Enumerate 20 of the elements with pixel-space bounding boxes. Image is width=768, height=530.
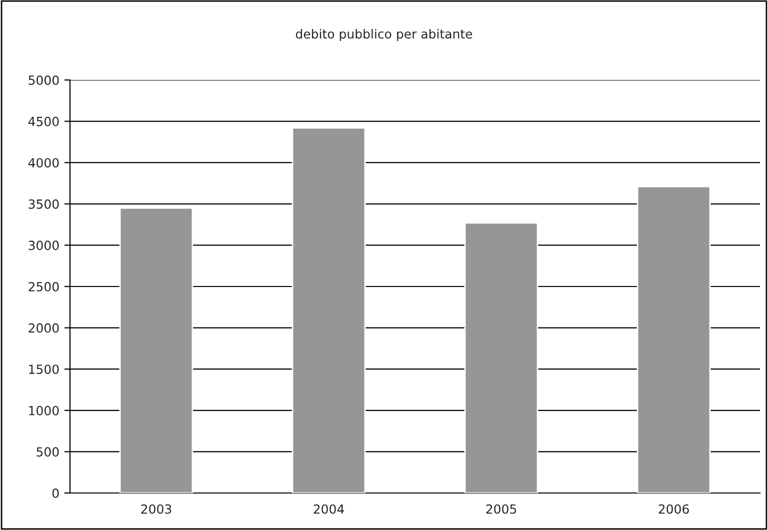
x-tick-label: 2006 bbox=[658, 504, 689, 514]
bar bbox=[464, 222, 538, 493]
y-tick-label: 500 bbox=[36, 447, 59, 457]
y-tick-label: 1000 bbox=[29, 406, 59, 416]
y-tick-label: 4000 bbox=[28, 158, 59, 168]
y-tick-label: 4500 bbox=[28, 116, 59, 126]
y-tick-label: 3500 bbox=[28, 199, 59, 209]
x-tick-label: 2005 bbox=[486, 504, 516, 514]
y-tick-label: 3000 bbox=[28, 240, 59, 250]
y-tick-label: 1500 bbox=[29, 364, 59, 374]
bar bbox=[292, 127, 366, 493]
bar bbox=[636, 186, 711, 493]
y-tick-label: 2000 bbox=[28, 323, 59, 333]
chart-title: debito pubblico per abitante bbox=[296, 28, 472, 42]
bar bbox=[119, 207, 194, 493]
y-tick-label: 5000 bbox=[28, 75, 59, 85]
x-tick-label: 2003 bbox=[141, 504, 172, 514]
y-tick-label: 0 bbox=[52, 488, 59, 498]
y-tick-label: 2500 bbox=[28, 282, 59, 292]
x-tick-label: 2004 bbox=[314, 504, 344, 514]
